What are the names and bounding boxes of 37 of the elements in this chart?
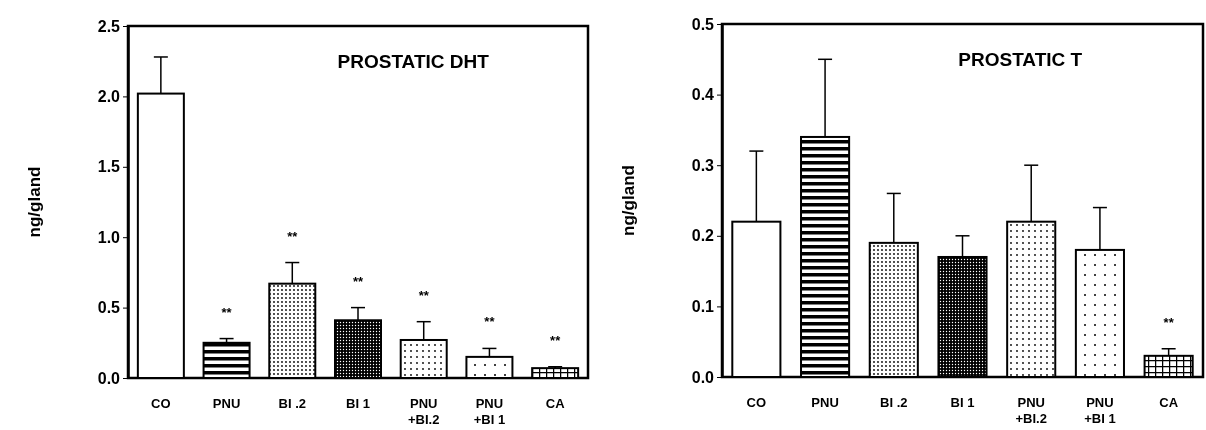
- y-tick-label: 2.5: [97, 17, 121, 35]
- y-tick-label: 1.5: [97, 158, 121, 176]
- x-tick-label: PNU: [811, 395, 839, 410]
- annotation: **: [484, 314, 496, 330]
- y-tick-label: 0.0: [691, 368, 715, 386]
- y-tick-label: 0.2: [691, 227, 715, 245]
- x-tick-label: PNU +BI.2: [1015, 395, 1047, 426]
- text: PROSTATIC DHT: [337, 51, 490, 72]
- y-tick-label: 0.5: [97, 299, 121, 317]
- annotation: **: [287, 228, 299, 244]
- y-tick-label: 2.0: [97, 88, 121, 106]
- y-tick-label: 1.0: [97, 228, 121, 246]
- x-tick-label: CO: [746, 395, 767, 410]
- y-tick-label: 0.5: [691, 15, 715, 33]
- annotation: **: [550, 332, 562, 348]
- x-tick-label: BI .2: [278, 396, 307, 411]
- x-tick-label: CO: [151, 396, 171, 411]
- x-tick-label: PNU +BI 1: [473, 396, 506, 427]
- y-axis-title: ng/gland: [619, 165, 638, 236]
- annotation: **: [221, 304, 233, 320]
- annotation: **: [418, 287, 430, 303]
- y-tick-label: 0.4: [691, 86, 715, 104]
- x-tick-label: PNU +BI.2: [408, 396, 440, 427]
- y-tick-label: 0.1: [691, 298, 715, 316]
- annotation: **: [1163, 314, 1175, 330]
- x-tick-label: BI .2: [880, 395, 908, 410]
- x-tick-label: CA: [1159, 395, 1179, 410]
- x-tick-label: BI 1: [346, 396, 370, 411]
- y-tick-label: 0.0: [97, 369, 121, 387]
- x-tick-label: BI 1: [950, 395, 975, 410]
- x-tick-label: CA: [545, 396, 566, 411]
- x-tick-label: PNU +BI 1: [1084, 395, 1116, 426]
- y-axis-title: ng/gland: [25, 166, 44, 238]
- annotation: **: [352, 273, 364, 289]
- text: PROSTATIC T: [958, 49, 1083, 70]
- x-tick-label: PNU: [212, 396, 241, 411]
- y-tick-label: 0.3: [691, 156, 715, 174]
